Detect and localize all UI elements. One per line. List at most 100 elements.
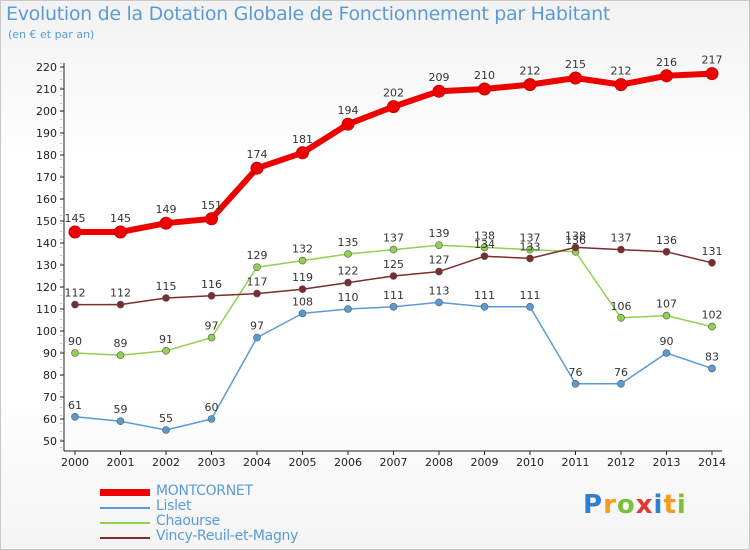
legend-swatch [100, 489, 150, 496]
data-point [662, 311, 671, 320]
data-point [571, 243, 580, 252]
y-tick-label: 60 [43, 413, 57, 426]
data-point [162, 426, 170, 434]
data-point [71, 412, 79, 421]
x-tick-label: 2008 [425, 456, 453, 469]
data-label: 83 [705, 350, 719, 363]
data-label: 135 [338, 236, 359, 249]
data-label: 89 [114, 337, 128, 350]
data-label: 149 [156, 203, 177, 216]
y-tick-label: 50 [43, 435, 57, 448]
logo-letter: t [663, 490, 677, 520]
legend-swatch [100, 507, 150, 509]
data-point [387, 100, 400, 114]
data-label: 212 [611, 65, 632, 78]
data-label: 55 [159, 412, 173, 425]
data-label: 111 [383, 289, 404, 302]
data-label: 76 [614, 366, 628, 379]
legend-swatch [100, 537, 150, 539]
data-label: 110 [338, 291, 359, 304]
logo-letter: r [603, 490, 617, 520]
data-label: 132 [292, 243, 313, 256]
data-label: 215 [565, 58, 586, 71]
data-label: 210 [474, 69, 495, 82]
data-point [523, 78, 537, 92]
data-label: 174 [247, 148, 268, 161]
y-tick-label: 70 [43, 391, 57, 404]
legend-item-lislet: Lislet [100, 498, 360, 514]
data-point [298, 285, 307, 294]
data-point [298, 256, 307, 265]
legend-label: Chaourse [156, 513, 220, 529]
data-label: 90 [68, 335, 82, 348]
x-tick-label: 2010 [516, 456, 544, 469]
data-label: 102 [702, 309, 723, 322]
data-point [116, 351, 125, 360]
logo-letter: i [676, 490, 687, 520]
x-tick-label: 2002 [152, 456, 180, 469]
data-point [253, 263, 261, 272]
legend-swatch [100, 522, 150, 524]
data-point [617, 379, 625, 388]
data-point [298, 309, 307, 318]
data-point [435, 298, 443, 307]
data-point [389, 245, 398, 254]
data-label: 136 [656, 234, 677, 247]
legend-item-vincy: Vincy-Reuil-et-Magny [100, 528, 360, 544]
x-tick-label: 2009 [471, 456, 499, 469]
legend-item-chaourse: Chaourse [100, 513, 360, 529]
data-point [571, 379, 580, 388]
data-point [432, 84, 446, 98]
data-point [708, 322, 716, 331]
data-label: 137 [611, 232, 632, 245]
data-point [617, 245, 625, 254]
data-point [253, 333, 261, 342]
data-label: 137 [383, 232, 404, 245]
data-point [389, 302, 398, 311]
data-point [162, 294, 170, 302]
data-label: 202 [383, 87, 404, 100]
x-tick-label: 2005 [289, 456, 317, 469]
data-label: 131 [702, 245, 723, 258]
x-tick-label: 2006 [334, 456, 362, 469]
data-label: 127 [429, 254, 450, 267]
data-label: 145 [110, 212, 131, 225]
y-tick-label: 170 [36, 171, 57, 184]
data-point [480, 243, 489, 252]
x-tick-label: 2001 [107, 456, 135, 469]
y-tick-label: 110 [36, 303, 57, 316]
x-tick-label: 2014 [698, 456, 726, 469]
data-point [68, 225, 82, 239]
data-point [435, 267, 443, 276]
logo-letter: P [583, 490, 604, 520]
data-label: 209 [429, 71, 450, 84]
data-label: 129 [247, 249, 268, 262]
legend-label: Lislet [156, 498, 192, 514]
data-point [250, 161, 264, 175]
data-label: 90 [660, 335, 674, 348]
x-tick-label: 2000 [61, 456, 89, 469]
data-point [708, 364, 716, 373]
data-point [71, 300, 79, 309]
data-label: 137 [520, 232, 541, 245]
chart-subtitle: (en € et par an) [8, 28, 95, 41]
y-tick-label: 100 [36, 325, 57, 338]
data-point [296, 146, 309, 160]
data-point [207, 291, 216, 300]
data-point [705, 67, 719, 81]
data-label: 125 [383, 258, 404, 271]
data-point [662, 248, 671, 256]
data-point [159, 216, 173, 230]
chart-title: Evolution de la Dotation Globale de Fonc… [6, 3, 611, 25]
x-tick-label: 2012 [607, 456, 635, 469]
data-point [162, 346, 170, 355]
y-tick-label: 160 [36, 193, 57, 206]
data-point [435, 241, 443, 249]
data-label: 133 [520, 240, 541, 253]
data-label: 116 [201, 278, 222, 291]
x-tick-label: 2013 [653, 456, 681, 469]
data-label: 111 [520, 289, 541, 302]
data-label: 117 [247, 276, 268, 289]
data-label: 115 [156, 280, 177, 293]
